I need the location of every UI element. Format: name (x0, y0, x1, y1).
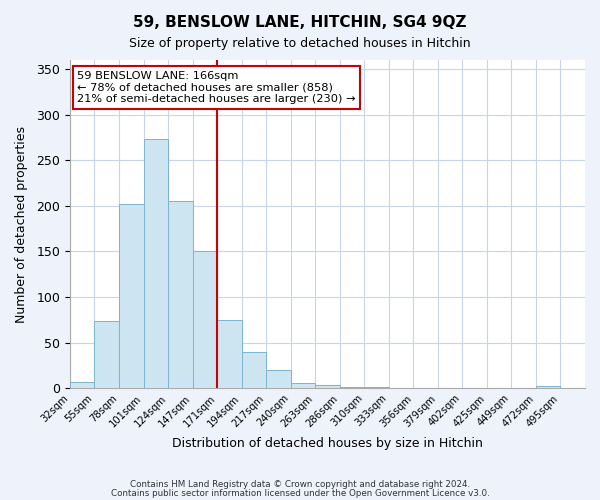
Bar (193, 252, 217, 388)
Bar (266, 370, 290, 388)
Text: Contains HM Land Registry data © Crown copyright and database right 2024.: Contains HM Land Registry data © Crown c… (130, 480, 470, 489)
Bar (290, 382, 315, 388)
Bar (536, 386, 560, 388)
X-axis label: Distribution of detached houses by size in Hitchin: Distribution of detached houses by size … (172, 437, 483, 450)
Text: 59 BENSLOW LANE: 166sqm
← 78% of detached houses are smaller (858)
21% of semi-d: 59 BENSLOW LANE: 166sqm ← 78% of detache… (77, 71, 356, 104)
Bar (70, 382, 94, 388)
Bar (315, 384, 340, 388)
Bar (94, 320, 119, 388)
Bar (242, 352, 266, 388)
Bar (168, 202, 193, 388)
Bar (143, 140, 168, 388)
Y-axis label: Number of detached properties: Number of detached properties (15, 126, 28, 322)
Text: Size of property relative to detached houses in Hitchin: Size of property relative to detached ho… (129, 38, 471, 51)
Bar (119, 204, 143, 388)
Bar (217, 320, 242, 388)
Text: 59, BENSLOW LANE, HITCHIN, SG4 9QZ: 59, BENSLOW LANE, HITCHIN, SG4 9QZ (133, 15, 467, 30)
Text: Contains public sector information licensed under the Open Government Licence v3: Contains public sector information licen… (110, 490, 490, 498)
